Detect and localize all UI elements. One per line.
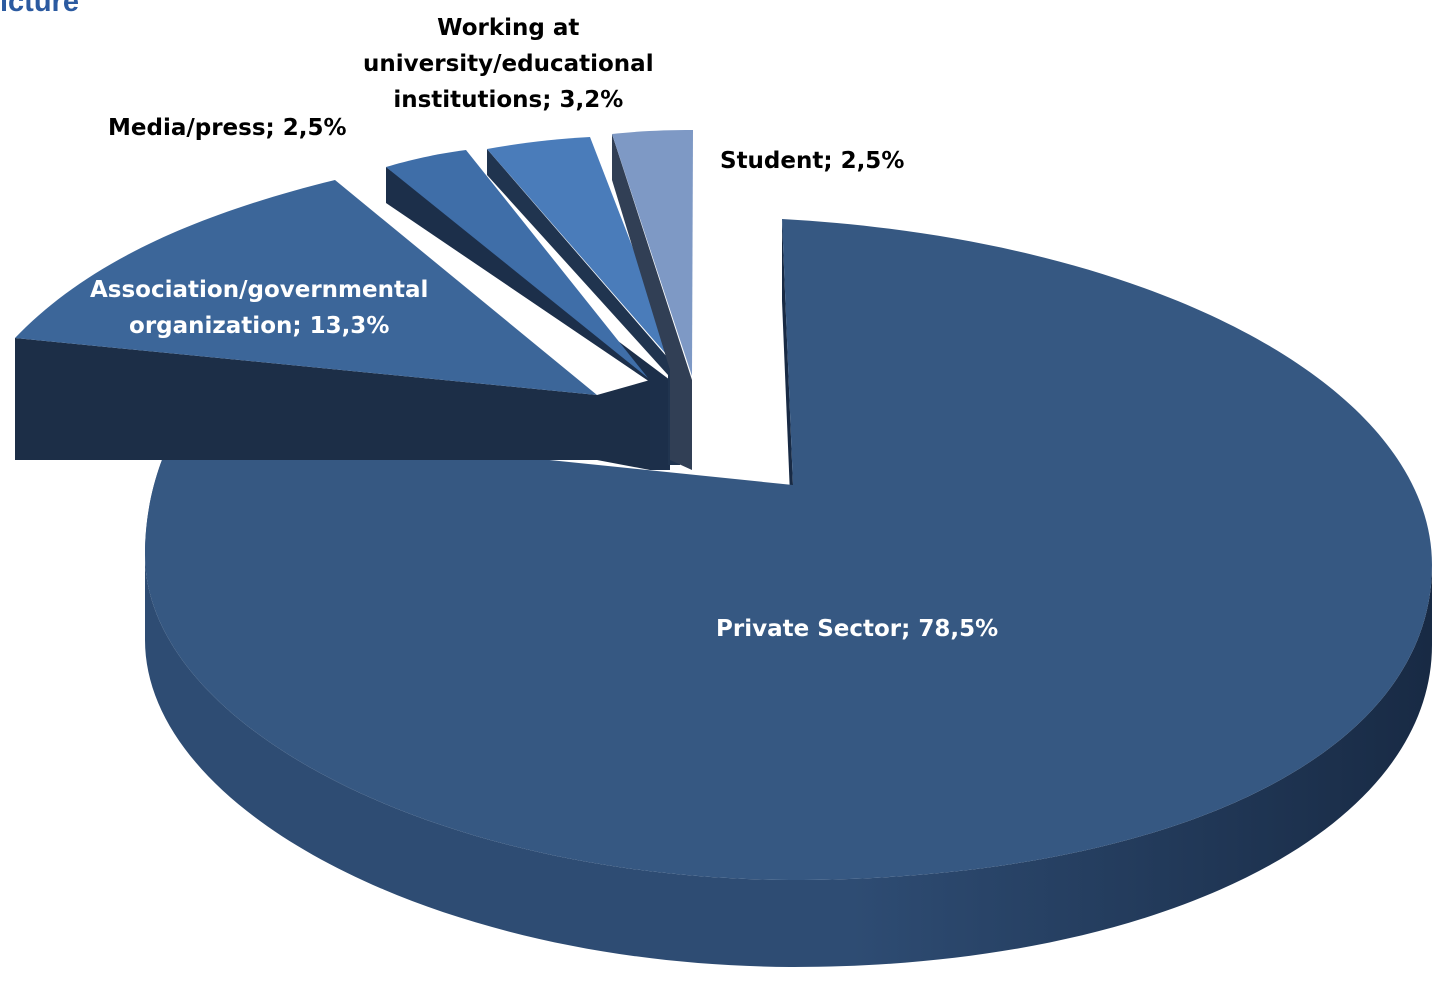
data-label-media: Media/press; 2,5% [108,115,347,141]
data-label-university: Working at university/educational institut… [363,15,654,113]
data-label-private-sector: Private Sector; 78,5% [716,616,999,642]
pie-slice-university-side [487,149,680,465]
pie-slice-private-sector-depth-face [782,219,793,567]
pie-slice-student [612,130,693,376]
page-title-fragment: icture [0,0,79,18]
pie-slice-student-side [612,134,692,470]
pie-slice-association-side [15,338,597,460]
pie-slice-association-inner-face [597,380,650,470]
pie-slice-media-side [386,167,670,470]
pie-slice-media [386,150,648,378]
pie-slice-university [487,137,680,370]
pie-slice-association [15,180,597,395]
data-label-association: Association/governmental organization; 13… [90,277,429,339]
pie-slice-private-sector [145,219,1432,880]
data-label-student: Student; 2,5% [720,148,905,174]
